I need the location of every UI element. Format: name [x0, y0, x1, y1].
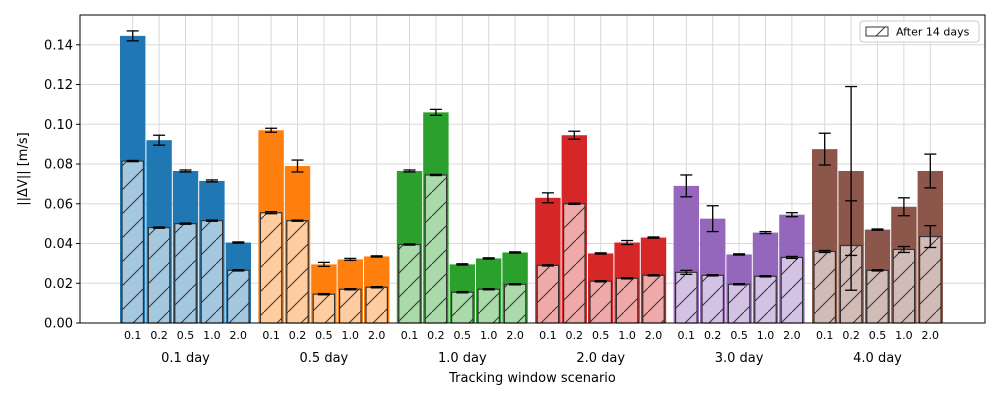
x-subcategory-label: 1.0	[203, 329, 221, 342]
bar-after-14-days-hatch	[813, 250, 836, 324]
x-subcategory-label: 0.1	[401, 329, 419, 342]
x-subcategory-label: 0.2	[842, 329, 860, 342]
y-tick-label: 0.00	[44, 317, 73, 332]
y-tick-label: 0.12	[44, 78, 73, 93]
x-subcategory-label: 0.5	[177, 329, 195, 342]
bar-after-14-days-hatch	[365, 286, 388, 324]
bar-after-14-days-hatch	[424, 174, 448, 324]
x-group-label: 1.0 day	[438, 351, 487, 366]
bar-after-14-days-hatch	[503, 283, 527, 324]
bar-after-14-days-hatch	[259, 212, 283, 324]
labels: 0.00 0.02 0.04 0.06 0.08 0.10 0.12 0.14 0.1 0.2 0.…	[44, 38, 939, 366]
x-subcategory-label: 2.0	[645, 329, 663, 342]
legend: After 14 days	[859, 20, 980, 43]
bar-after-14-days-hatch	[339, 288, 362, 324]
plot-frame	[79, 14, 986, 324]
bar-after-14-days-hatch	[477, 288, 500, 324]
bar-after-14-days-hatch	[200, 220, 224, 324]
bar-after-14-days-hatch	[286, 220, 309, 324]
bar-after-14-days-hatch	[312, 293, 336, 324]
x-subcategory-label: 1.0	[895, 329, 913, 342]
x-subcategory-label: 0.1	[816, 329, 834, 342]
bar-after-14-days-hatch	[451, 291, 474, 324]
y-tick-label: 0.02	[44, 277, 73, 292]
bar-after-14-days-hatch	[727, 283, 751, 324]
bar-after-14-days-hatch	[642, 274, 665, 324]
bar-after-14-days-hatch	[892, 248, 916, 324]
axes	[76, 14, 986, 324]
bar-after-14-days-hatch	[536, 264, 560, 324]
bar-after-14-days-hatch	[615, 277, 639, 324]
legend-label: After 14 days	[896, 26, 970, 39]
x-group-label: 0.1 day	[161, 351, 210, 366]
legend-box	[859, 20, 980, 43]
x-subcategory-label: 0.5	[454, 329, 472, 342]
bar-after-14-days-hatch	[174, 223, 197, 324]
y-tick-label: 0.06	[44, 197, 73, 212]
bar-after-14-days-hatch	[121, 160, 144, 324]
x-axis-title: Tracking window scenario	[448, 371, 616, 386]
bar-after-14-days-hatch	[754, 275, 777, 324]
x-subcategory-label: 0.2	[289, 329, 307, 342]
x-subcategory-label: 1.0	[342, 329, 360, 342]
x-subcategory-label: 1.0	[480, 329, 498, 342]
x-subcategory-label: 0.2	[427, 329, 445, 342]
y-axis-title: ||ΔV|| [m/s]	[16, 132, 31, 205]
bar-after-14-days-hatch	[147, 227, 171, 324]
x-group-label: 4.0 day	[853, 351, 902, 366]
x-subcategory-label: 2.0	[368, 329, 386, 342]
x-subcategory-label: 0.5	[730, 329, 748, 342]
y-tick-label: 0.14	[44, 38, 73, 53]
x-subcategory-label: 2.0	[783, 329, 801, 342]
x-subcategory-label: 0.2	[566, 329, 584, 342]
x-group-label: 2.0 day	[576, 351, 625, 366]
x-subcategory-label: 2.0	[230, 329, 248, 342]
x-subcategory-label: 1.0	[757, 329, 775, 342]
x-subcategory-label: 0.2	[150, 329, 168, 342]
legend-swatch	[865, 26, 889, 37]
bar-after-14-days-hatch	[674, 271, 698, 324]
bar-after-14-days-hatch	[918, 235, 942, 324]
y-tick-label: 0.04	[44, 237, 73, 252]
x-subcategory-label: 0.5	[869, 329, 887, 342]
y-tick-label: 0.10	[44, 118, 73, 133]
bar-after-14-days-hatch	[562, 203, 586, 324]
bar-after-14-days-hatch	[780, 256, 804, 324]
x-subcategory-label: 0.2	[704, 329, 722, 342]
x-group-label: 0.5 day	[300, 351, 349, 366]
x-subcategory-label: 0.1	[262, 329, 280, 342]
bar-after-14-days-hatch	[227, 269, 250, 324]
x-subcategory-label: 2.0	[922, 329, 940, 342]
x-subcategory-label: 0.5	[592, 329, 610, 342]
x-subcategory-label: 2.0	[506, 329, 524, 342]
x-group-label: 3.0 day	[715, 351, 764, 366]
bars	[120, 30, 943, 324]
y-tick-label: 0.08	[44, 158, 73, 173]
x-subcategory-label: 0.1	[678, 329, 696, 342]
bar-after-14-days-hatch	[866, 269, 889, 324]
bar-after-14-days-hatch	[701, 274, 724, 324]
x-subcategory-label: 0.1	[539, 329, 557, 342]
bar-after-14-days-hatch	[398, 243, 421, 324]
x-subcategory-label: 0.1	[124, 329, 142, 342]
bar-after-14-days-hatch	[589, 280, 612, 324]
x-subcategory-label: 0.5	[315, 329, 333, 342]
x-subcategory-label: 1.0	[618, 329, 636, 342]
